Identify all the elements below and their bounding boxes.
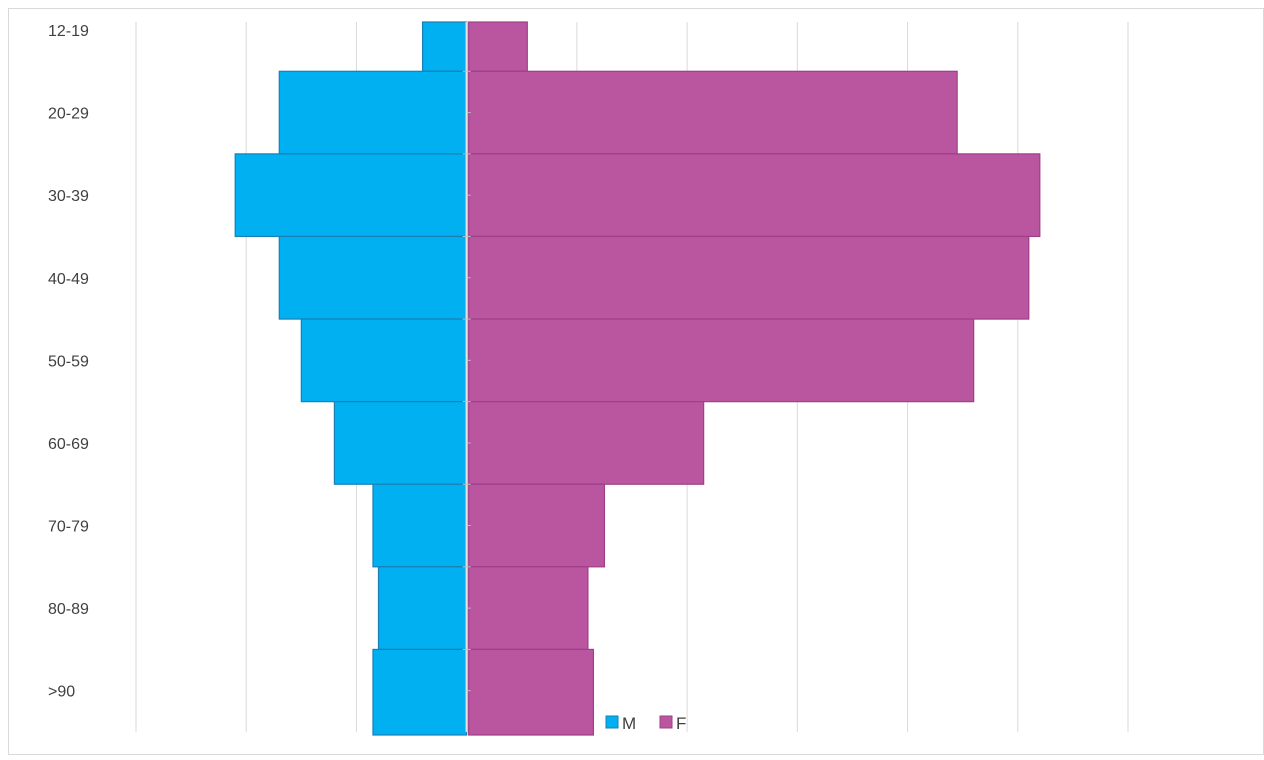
bar-m (278, 235, 468, 320)
category-label: 30-39 (48, 188, 89, 205)
bar-f (468, 648, 595, 736)
bar-m (333, 401, 468, 485)
bar-m (372, 648, 468, 736)
legend-swatch (659, 715, 673, 729)
bar-f (468, 401, 705, 485)
chart-frame (8, 8, 1264, 755)
category-label: 60-69 (48, 436, 89, 453)
category-label: 50-59 (48, 353, 89, 370)
bar-m (377, 566, 468, 651)
category-labels: 12-19 20-29 30-39 40-49 50-59 60-69 70-79 80-89… (48, 23, 89, 701)
bar-f (468, 153, 1041, 238)
bar-f (468, 566, 589, 651)
category-label: 70-79 (48, 519, 89, 536)
category-label: 20-29 (48, 106, 89, 123)
bar-f (468, 318, 975, 403)
legend-label: M (622, 714, 636, 733)
bar-m (300, 318, 468, 403)
category-label: 80-89 (48, 601, 89, 618)
category-label: 12-19 (48, 23, 89, 40)
category-label: 40-49 (48, 271, 89, 288)
category-label: >90 (48, 684, 75, 701)
bar-f (468, 483, 606, 568)
bar-f (468, 235, 1030, 320)
legend-label: F (676, 714, 686, 733)
bar-m (372, 483, 468, 568)
category-axis (462, 22, 471, 732)
legend-swatch (605, 715, 619, 729)
bars (234, 21, 1041, 736)
